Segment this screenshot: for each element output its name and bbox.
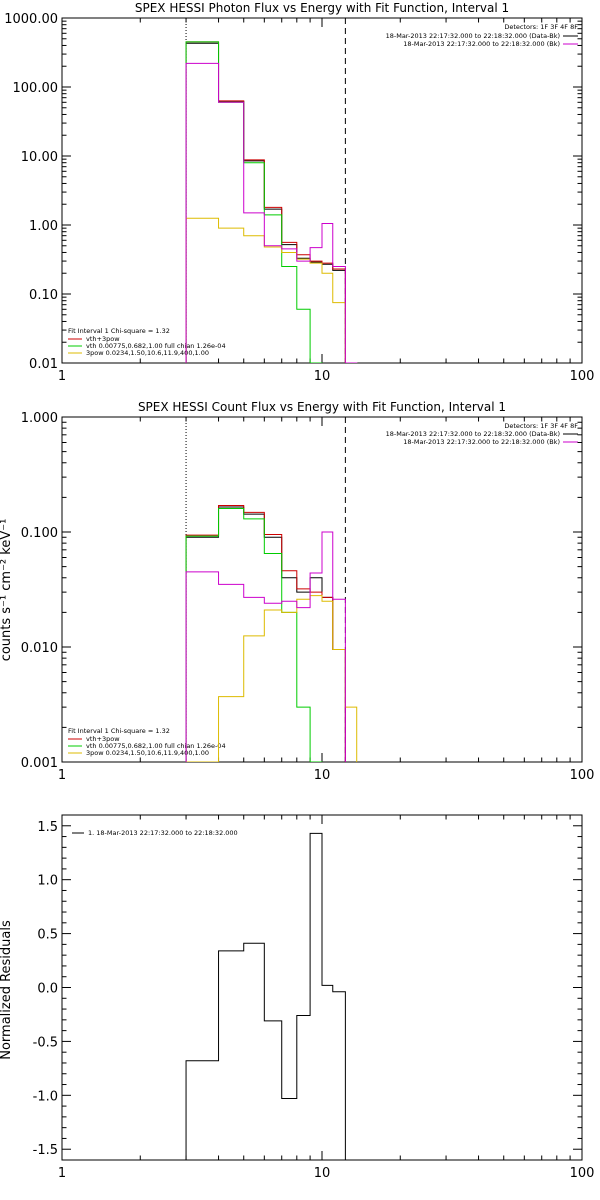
series-line xyxy=(185,505,346,762)
y-tick-label: 0.001 xyxy=(21,756,58,771)
chart-title: SPEX HESSI Photon Flux vs Energy with Fi… xyxy=(135,1,509,15)
legend-label: 1. 18-Mar-2013 22:17:32.000 to 22:18:32.… xyxy=(88,829,238,837)
series-line xyxy=(185,508,323,762)
fit-legend-header: Fit Interval 1 Chi-square = 1.32 xyxy=(68,727,170,735)
y-tick-label: 1000.00 xyxy=(4,12,58,27)
x-tick-label: 1 xyxy=(58,1166,66,1181)
y-tick-label: 0.10 xyxy=(29,288,58,303)
y-tick-label: -0.5 xyxy=(33,1035,58,1050)
count-flux-panel: SPEX HESSI Count Flux vs Energy with Fit… xyxy=(0,400,594,783)
series-line xyxy=(185,41,346,363)
series-line xyxy=(185,41,323,363)
x-tick-label: 10 xyxy=(314,1166,331,1181)
fit-legend-line-2: 3pow 0.0234,1.50,10.6,11.9,400,1.00 xyxy=(68,749,209,757)
svg-text:vth+3pow: vth+3pow xyxy=(86,335,120,343)
y-tick-label: -1.5 xyxy=(33,1143,58,1158)
svg-text:vth 0.00775,0.682,1.00 full: vth 0.00775,0.682,1.00 full chian 1.26e-… xyxy=(86,742,226,750)
time-data-label: 18-Mar-2013 22:17:32.000 to 22:18:32.000… xyxy=(386,32,560,40)
y-tick-label: 10.00 xyxy=(21,150,58,165)
plot-frame xyxy=(61,17,583,364)
svg-text:3pow 0.0234,1.50,10.6,11.9,400: 3pow 0.0234,1.50,10.6,11.9,400,1.00 xyxy=(86,349,209,357)
svg-text:3pow 0.0234,1.50,10.6,11.9,400: 3pow 0.0234,1.50,10.6,11.9,400,1.00 xyxy=(86,749,209,757)
series-line xyxy=(185,42,346,363)
fit-legend-line-0: vth+3pow xyxy=(68,335,120,343)
chart-title: SPEX HESSI Count Flux vs Energy with Fit… xyxy=(138,400,506,414)
fit-legend-line-1: vth 0.00775,0.682,1.00 full chian 1.26e-… xyxy=(68,742,226,750)
y-tick-label: 100.00 xyxy=(13,81,59,96)
y-tick-label: 1.5 xyxy=(37,820,58,835)
y-axis-label: Normalized Residuals xyxy=(0,920,14,1060)
y-tick-label: -1.0 xyxy=(33,1089,58,1104)
svg-text:vth 0.00775,0.682,1.00 full: vth 0.00775,0.682,1.00 full chian 1.26e-… xyxy=(86,342,226,350)
x-tick-label: 100 xyxy=(570,768,595,783)
y-tick-label: 0.01 xyxy=(29,357,58,372)
series-line xyxy=(185,506,346,762)
x-tick-label: 1 xyxy=(58,369,66,384)
series-line xyxy=(185,595,358,762)
series-group xyxy=(185,505,358,762)
series-group xyxy=(185,41,358,363)
detectors-label: Detectors: 1F 3F 4F 8F xyxy=(504,422,578,430)
y-tick-label: 1.000 xyxy=(21,411,58,426)
x-tick-label: 100 xyxy=(570,1166,595,1181)
y-tick-label: 0.0 xyxy=(37,982,58,997)
residuals-panel: Normalized Residuals 1. 18-Mar-2013 22:1… xyxy=(0,814,595,1181)
x-tick-label: 10 xyxy=(314,369,331,384)
fit-legend-header: Fit Interval 1 Chi-square = 1.32 xyxy=(68,327,170,335)
series-line xyxy=(185,832,346,1160)
series-group xyxy=(185,832,346,1160)
x-tick-label: 10 xyxy=(314,768,331,783)
fit-legend-line-1: vth 0.00775,0.682,1.00 full chian 1.26e-… xyxy=(68,342,226,350)
time-bk-label: 18-Mar-2013 22:17:32.000 to 22:18:32.000… xyxy=(403,438,560,446)
time-bk-label: 18-Mar-2013 22:17:32.000 to 22:18:32.000… xyxy=(403,40,560,48)
series-line xyxy=(185,531,346,762)
y-tick-label: 1.0 xyxy=(37,874,58,889)
y-tick-label: 0.5 xyxy=(37,928,58,943)
detectors-label: Detectors: 1F 3F 4F 8F xyxy=(504,23,578,31)
y-tick-label: 0.010 xyxy=(21,641,58,656)
series-line xyxy=(185,62,358,363)
y-axis-label: counts s⁻¹ cm⁻² keV⁻¹ xyxy=(0,519,14,662)
x-tick-label: 1 xyxy=(58,768,66,783)
svg-text:vth+3pow: vth+3pow xyxy=(86,735,120,743)
fit-legend-line-0: vth+3pow xyxy=(68,735,120,743)
photon-flux-panel: SPEX HESSI Photon Flux vs Energy with Fi… xyxy=(4,1,594,384)
y-tick-label: 0.100 xyxy=(21,526,58,541)
x-tick-label: 100 xyxy=(570,369,595,384)
time-data-label: 18-Mar-2013 22:17:32.000 to 22:18:32.000… xyxy=(386,430,560,438)
fit-legend-line-2: 3pow 0.0234,1.50,10.6,11.9,400,1.00 xyxy=(68,349,209,357)
y-tick-label: 1.00 xyxy=(29,219,58,234)
